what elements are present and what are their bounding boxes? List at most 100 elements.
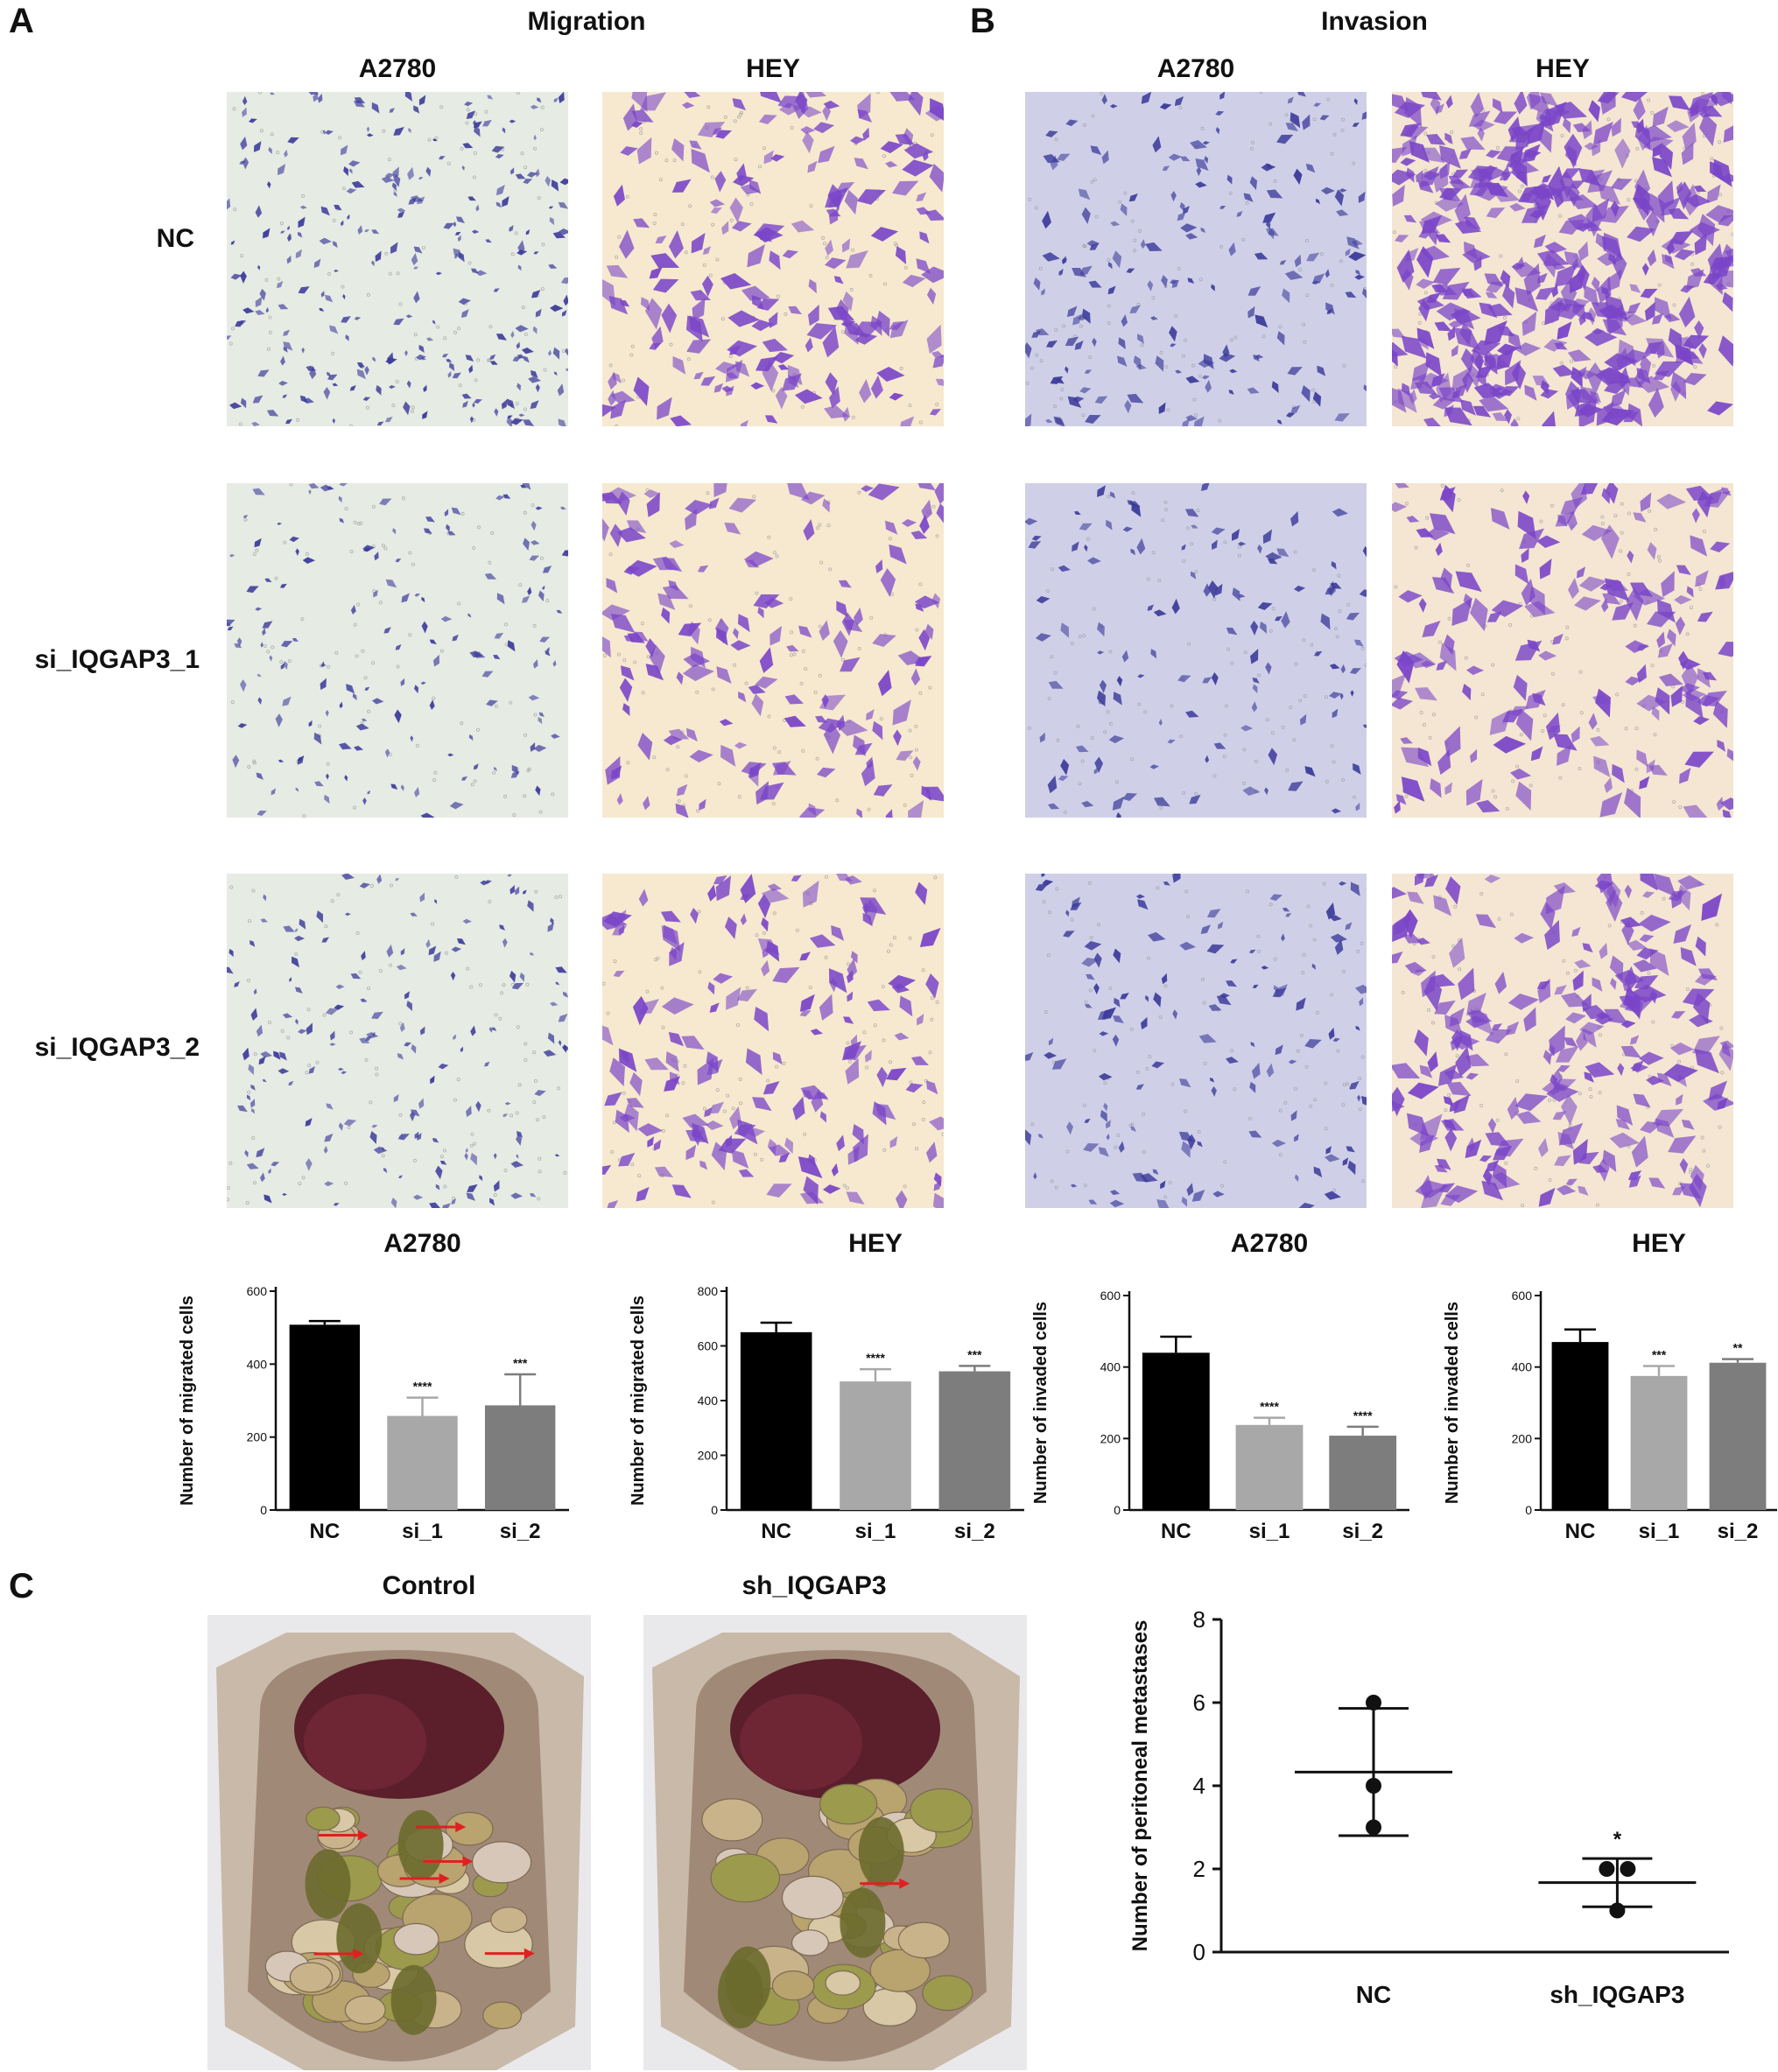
- y-axis-label: Number of peritoneal metastases: [1128, 1620, 1152, 1952]
- y-tick-label: 400: [247, 1357, 268, 1371]
- panel-letter-c: C: [9, 1567, 34, 1605]
- y-tick-label: 200: [1100, 1431, 1121, 1445]
- x-tick-label: NC: [1565, 1520, 1596, 1543]
- bar-si_2: [484, 1405, 556, 1510]
- data-point: [1366, 1778, 1381, 1794]
- bar-NC: [740, 1331, 812, 1510]
- y-axis-label: Number of invaded cells: [1443, 1302, 1462, 1504]
- micrograph-migration-hey-si2: [602, 874, 944, 1208]
- y-tick-label: 0: [711, 1503, 718, 1517]
- y-tick-label: 200: [247, 1430, 268, 1444]
- micrograph-migration-a2780-nc: [227, 92, 568, 426]
- x-tick-label: si_1: [402, 1520, 443, 1543]
- metastasis-arrowhead: [439, 1873, 450, 1885]
- metastasis-arrowhead: [899, 1878, 910, 1889]
- x-tick-label: NC: [1356, 1981, 1391, 2008]
- micrograph-invasion-a2780-nc: [1025, 92, 1367, 426]
- significance-marker: **: [1733, 1341, 1743, 1355]
- y-tick-label: 0: [1114, 1503, 1121, 1517]
- micrograph-invasion-a2780-si1: [1025, 483, 1367, 818]
- bar-chart-invasion-hey: HEY Number of invaded cells 0 200 400 600 NC **…: [1436, 1221, 1777, 1554]
- bar-si_1: [1630, 1375, 1688, 1510]
- col-label-migration-a2780: A2780: [358, 54, 437, 83]
- mouse-photo-sh-iqgap3: [643, 1615, 1027, 2070]
- micrograph-migration-a2780-si1: [227, 483, 568, 818]
- y-tick-label: 0: [1525, 1503, 1532, 1517]
- bar-chart-invasion-a2780: A2780 Number of invaded cells 0 200 400 600 NC…: [1024, 1221, 1418, 1554]
- y-tick-label: 4: [1193, 1773, 1205, 1799]
- bar-chart-migration-a2780: A2780 Number of migrated cells 0 200 400 600 N…: [158, 1221, 578, 1554]
- bar-si_1: [1235, 1424, 1304, 1510]
- chart-title: A2780: [383, 1229, 460, 1258]
- x-tick-label: si_2: [954, 1520, 995, 1543]
- chart-title: HEY: [848, 1229, 903, 1258]
- panel-letter-b: B: [970, 2, 995, 40]
- data-point: [1366, 1819, 1381, 1836]
- y-tick-label: 800: [698, 1284, 719, 1298]
- photo-label-sh-iqgap3: sh_IQGAP3: [741, 1571, 887, 1600]
- x-tick-label: NC: [309, 1520, 340, 1543]
- y-axis-label: Number of migrated cells: [178, 1296, 197, 1506]
- significance-marker: ***: [1652, 1347, 1667, 1361]
- metastasis-arrowhead: [357, 1830, 369, 1841]
- bar-si_1: [840, 1381, 911, 1510]
- photo-label-control: Control: [382, 1571, 476, 1600]
- bar-si_1: [387, 1415, 458, 1510]
- scatter-chart-peritoneal-metastases: Number of peritoneal metastases 0 2 4 6 8 NC * s…: [1112, 1576, 1777, 2048]
- x-tick-label: si_1: [855, 1520, 896, 1543]
- x-tick-label: si_2: [1342, 1520, 1383, 1543]
- data-point: [1599, 1861, 1615, 1877]
- significance-marker: ****: [866, 1351, 885, 1365]
- y-axis-label: Number of invaded cells: [1031, 1302, 1051, 1504]
- micrograph-invasion-hey-si2: [1392, 874, 1733, 1208]
- mouse-photo-control: [207, 1615, 591, 2070]
- micrograph-migration-a2780-si2: [227, 874, 568, 1208]
- data-point: [1620, 1861, 1636, 1877]
- y-tick-label: 400: [1100, 1360, 1121, 1374]
- y-tick-label: 0: [260, 1503, 267, 1517]
- micrograph-invasion-hey-nc: [1392, 92, 1733, 426]
- significance-marker: ***: [967, 1347, 982, 1361]
- metastasis-arrowhead: [462, 1856, 474, 1867]
- chart-title: A2780: [1231, 1229, 1308, 1258]
- x-tick-label: NC: [1161, 1520, 1191, 1543]
- y-tick-label: 200: [1512, 1431, 1533, 1445]
- bar-NC: [1551, 1342, 1609, 1510]
- bar-si_2: [1709, 1362, 1767, 1510]
- x-tick-label: si_2: [1718, 1520, 1759, 1543]
- y-tick-label: 600: [1100, 1289, 1121, 1303]
- metastasis-arrowhead: [524, 1948, 535, 1959]
- y-tick-label: 8: [1193, 1606, 1205, 1633]
- significance-marker: ****: [1260, 1400, 1279, 1414]
- y-tick-label: 2: [1193, 1856, 1205, 1882]
- y-tick-label: 6: [1193, 1689, 1205, 1716]
- y-tick-label: 0: [1193, 1939, 1205, 1965]
- row-label-si-iqgap3-2: si_IQGAP3_2: [34, 1033, 200, 1062]
- metastasis-arrowhead: [353, 1948, 364, 1959]
- bar-si_2: [1329, 1436, 1397, 1510]
- y-tick-label: 600: [247, 1284, 268, 1298]
- bar-chart-migration-hey: HEY Number of migrated cells 0 200 400 600 800…: [613, 1221, 1033, 1554]
- chart-title: HEY: [1632, 1229, 1686, 1258]
- x-tick-label: si_1: [1249, 1520, 1290, 1543]
- x-tick-label: si_1: [1639, 1520, 1680, 1543]
- y-tick-label: 400: [698, 1394, 719, 1408]
- row-label-nc: NC: [156, 224, 194, 253]
- bar-NC: [289, 1324, 361, 1510]
- significance-marker: ****: [413, 1380, 432, 1394]
- y-axis-label: Number of migrated cells: [629, 1296, 648, 1506]
- y-tick-label: 600: [1512, 1289, 1533, 1303]
- invasion-heading: Invasion: [1321, 7, 1428, 36]
- migration-heading: Migration: [527, 7, 646, 36]
- col-label-invasion-a2780: A2780: [1156, 54, 1235, 83]
- col-label-migration-hey: HEY: [746, 54, 800, 83]
- row-label-si-iqgap3-1: si_IQGAP3_1: [34, 645, 200, 674]
- data-point: [1366, 1695, 1381, 1710]
- data-point: [1609, 1902, 1626, 1919]
- significance-marker: ***: [513, 1356, 528, 1370]
- y-tick-label: 400: [1512, 1360, 1533, 1374]
- bar-si_2: [938, 1371, 1011, 1510]
- metastasis-arrowhead: [455, 1822, 467, 1833]
- micrograph-migration-hey-si1: [602, 483, 944, 818]
- col-label-invasion-hey: HEY: [1536, 54, 1590, 83]
